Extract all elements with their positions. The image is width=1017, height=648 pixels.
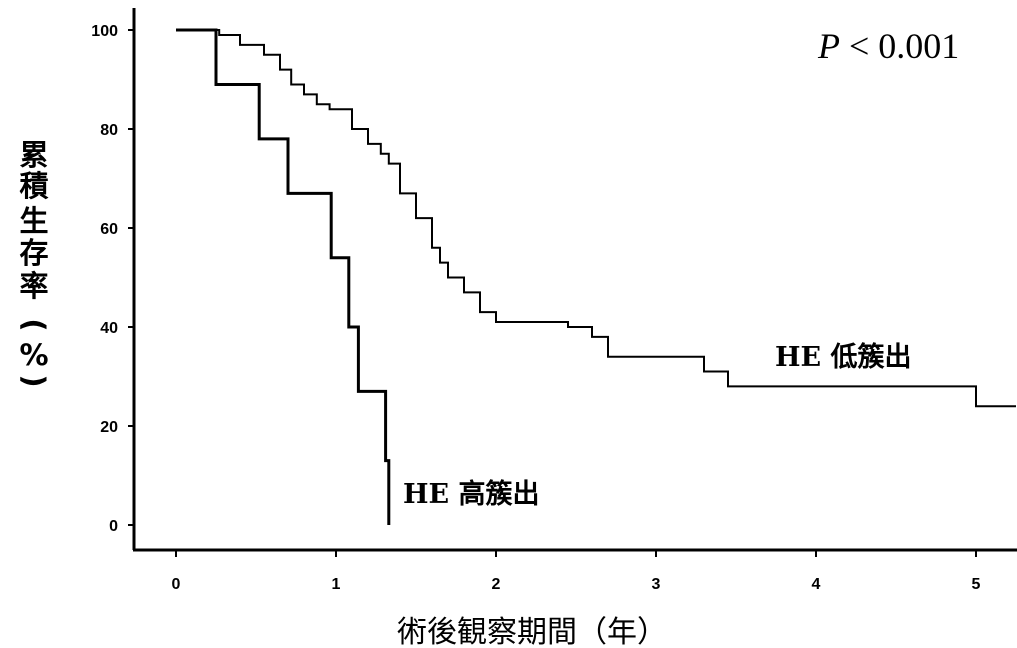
y-axis-label-char: ) bbox=[17, 374, 51, 387]
p-value-annotation: P < 0.001 bbox=[817, 26, 959, 66]
series-lines bbox=[176, 28, 1016, 525]
series-label-he-low: HE 低簇出 bbox=[775, 341, 912, 373]
y-tick-label: 20 bbox=[100, 419, 118, 436]
series-label-he-high: HE 高簇出 bbox=[403, 478, 540, 510]
y-axis-label-char: 存 bbox=[19, 236, 48, 270]
x-tick-label: 1 bbox=[332, 576, 341, 593]
y-tick-label: 0 bbox=[109, 518, 118, 535]
series-line-he-high bbox=[176, 28, 391, 525]
y-axis-label-char: 累 bbox=[19, 138, 48, 172]
y-axis-label-char: % bbox=[19, 338, 48, 372]
series-line-he-low bbox=[176, 29, 1016, 408]
y-tick-label: 80 bbox=[100, 122, 118, 139]
x-tick-label: 3 bbox=[652, 576, 661, 593]
y-axis-label-char: ( bbox=[17, 318, 51, 331]
y-tick-label: 40 bbox=[100, 320, 118, 337]
x-tick-label: 0 bbox=[172, 576, 181, 593]
y-tick-label: 100 bbox=[91, 23, 118, 40]
x-tick-label: 2 bbox=[492, 576, 501, 593]
x-axis-label: 術後観察期間（年） bbox=[397, 615, 667, 648]
axes bbox=[132, 8, 1017, 552]
x-tick-label: 4 bbox=[812, 576, 821, 593]
y-axis-label-char: 生 bbox=[19, 204, 48, 238]
x-tick-label: 5 bbox=[972, 576, 981, 593]
y-ticks: 0 20 40 60 80 100 bbox=[91, 23, 134, 535]
y-axis-label-char: 積 bbox=[19, 169, 48, 203]
y-axis-label-char: 率 bbox=[19, 269, 48, 303]
y-tick-label: 60 bbox=[100, 221, 118, 238]
x-ticks: 0 1 2 3 4 5 bbox=[172, 550, 981, 593]
